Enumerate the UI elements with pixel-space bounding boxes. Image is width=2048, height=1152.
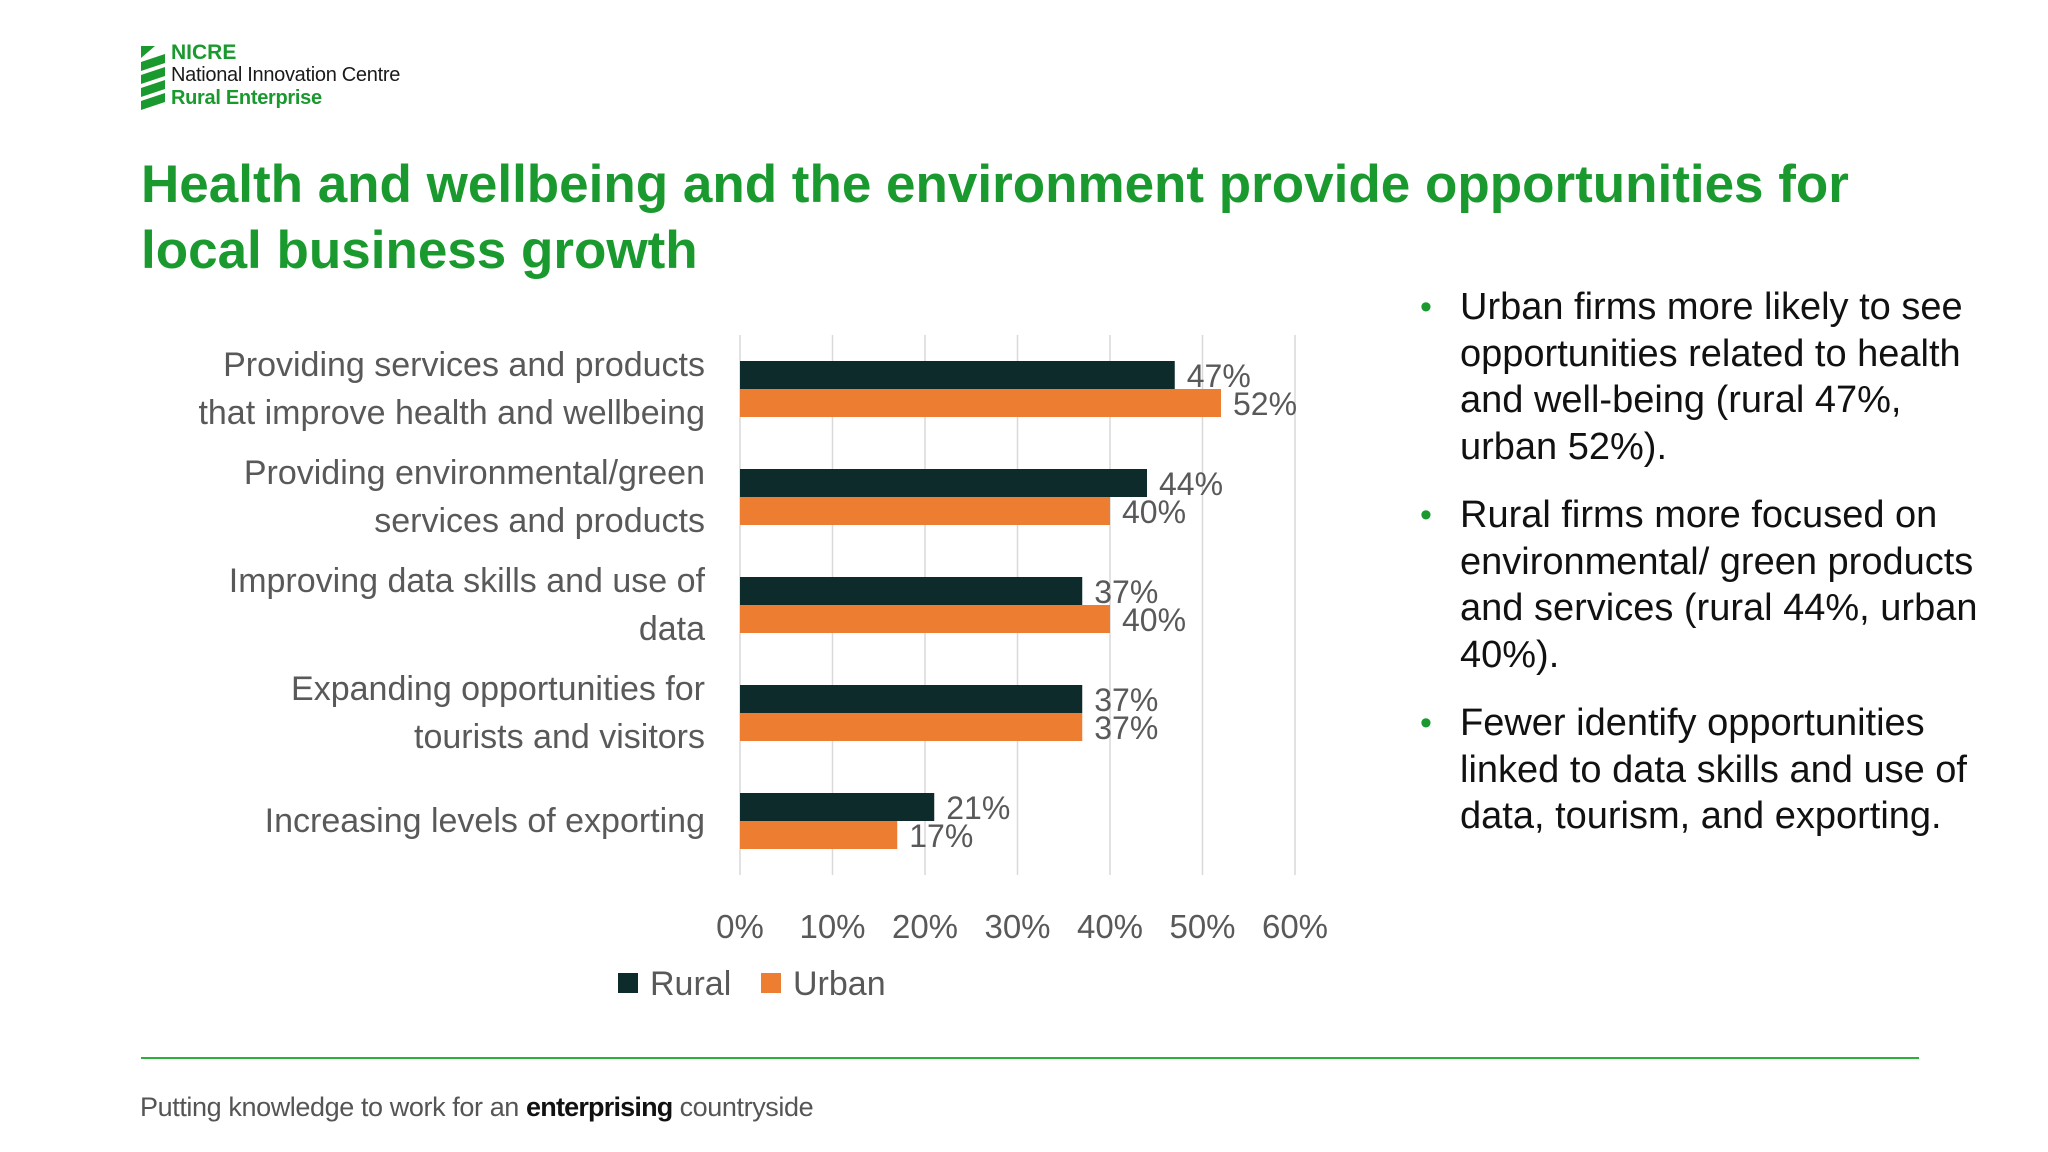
category-label: Increasing levels of exporting (265, 802, 705, 840)
bullet-icon: • (1420, 288, 1432, 326)
bullet-item: • Fewer identify opportunities linked to … (1420, 700, 1980, 840)
footer-tagline: Putting knowledge to work for an enterpr… (140, 1092, 814, 1123)
bar-urban (740, 497, 1110, 525)
bar-rural (740, 793, 935, 821)
x-tick-label: 30% (984, 908, 1050, 945)
data-label: 44% (1159, 466, 1223, 502)
bar-rural (740, 361, 1175, 389)
bar-urban (740, 713, 1083, 741)
data-label: 37% (1094, 574, 1158, 610)
legend-swatch-rural (618, 973, 638, 993)
bullet-list: • Urban firms more likely to see opportun… (1420, 284, 1980, 862)
nicre-logo-icon (141, 46, 165, 110)
data-label: 47% (1187, 358, 1251, 394)
x-tick-label: 60% (1262, 908, 1328, 945)
data-label: 21% (946, 790, 1010, 826)
category-label: that improve health and wellbeing (198, 394, 705, 432)
bar-urban (740, 605, 1110, 633)
data-label: 17% (909, 818, 973, 854)
bullet-text: Rural firms more focused on environmenta… (1460, 494, 1978, 676)
tagline-text: Putting knowledge to work for an (140, 1092, 527, 1122)
data-label: 52% (1233, 386, 1297, 422)
bar-urban (740, 389, 1221, 417)
category-label: Providing services and products (223, 346, 705, 384)
logo-subname-line: Rural Enterprise (171, 87, 322, 109)
data-label: 37% (1094, 682, 1158, 718)
data-label: 40% (1122, 494, 1186, 530)
logo-acronym: NICRE (171, 41, 237, 64)
tagline-emphasis: enterprising (526, 1092, 673, 1122)
data-label: 37% (1094, 710, 1158, 746)
nicre-logo: NICRE National Innovation Centre Rural E… (141, 42, 461, 114)
bullet-item: • Rural firms more focused on environment… (1420, 492, 1980, 678)
x-tick-label: 40% (1077, 908, 1143, 945)
x-tick-label: 10% (799, 908, 865, 945)
x-tick-label: 0% (716, 908, 764, 945)
bullet-text: Fewer identify opportunities linked to d… (1460, 702, 1967, 837)
logo-name-line: National Innovation Centre (171, 64, 401, 86)
tagline-text-end: countryside (672, 1092, 814, 1122)
data-label: 40% (1122, 602, 1186, 638)
bar-chart: 0% 10% 20% 30% 40% 50% 60% Providing services a… (198, 335, 1328, 1003)
bar-rural (740, 577, 1083, 605)
x-tick-label: 20% (892, 908, 958, 945)
bar-rural (740, 469, 1147, 497)
bar-urban (740, 821, 898, 849)
category-label: Providing environmental/green (244, 454, 705, 492)
bullet-icon: • (1420, 704, 1432, 742)
legend-label: Rural (650, 965, 731, 1003)
bullet-text: Urban firms more likely to see opportuni… (1460, 286, 1963, 468)
x-tick-label: 50% (1169, 908, 1235, 945)
legend-label: Urban (793, 965, 886, 1003)
bullet-icon: • (1420, 496, 1432, 534)
footer-divider (141, 1057, 1919, 1059)
slide-title: Health and wellbeing and the environment… (141, 155, 1849, 280)
bullet-item: • Urban firms more likely to see opportun… (1420, 284, 1980, 470)
category-label: Expanding opportunities for (291, 670, 705, 708)
category-label: tourists and visitors (414, 718, 705, 756)
bar-rural (740, 685, 1083, 713)
category-label: data (639, 610, 705, 648)
category-label: Improving data skills and use of (229, 562, 706, 600)
legend-swatch-urban (761, 973, 781, 993)
category-label: services and products (374, 502, 705, 540)
